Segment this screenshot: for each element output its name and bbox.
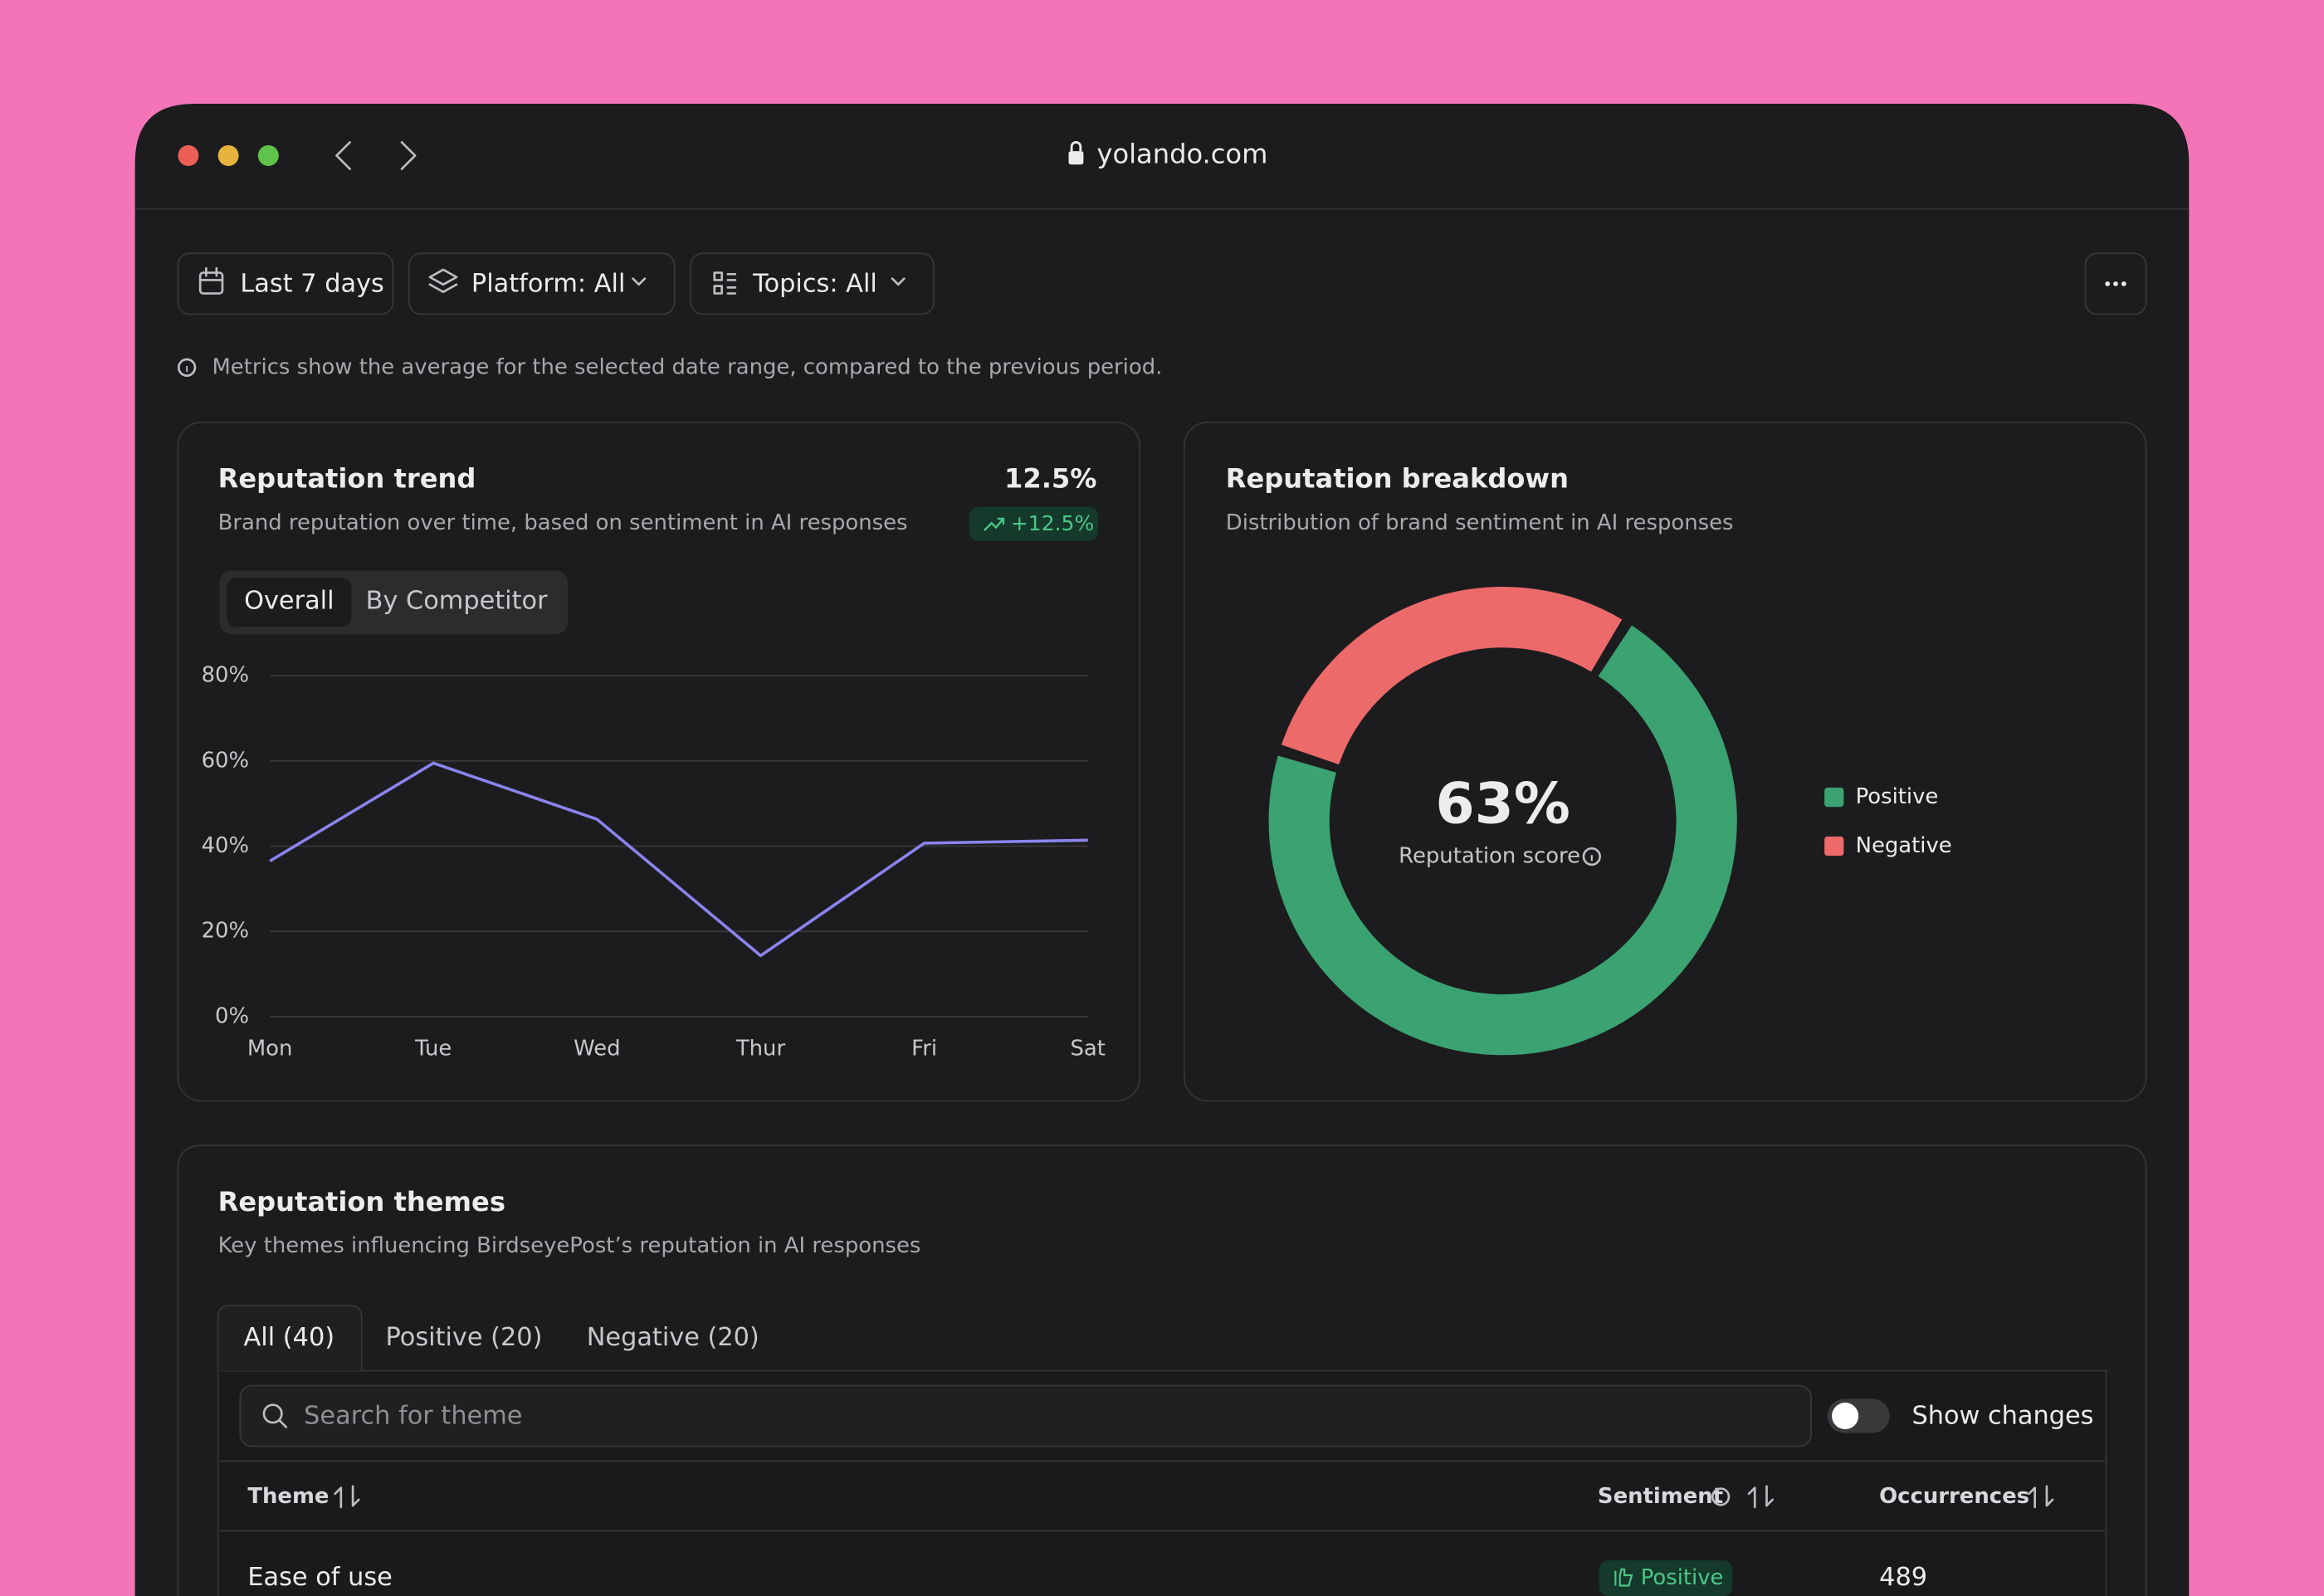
column-header[interactable]: Occurrences [1879, 1484, 2029, 1509]
y-tick-label: 40% [202, 833, 250, 858]
tab-active[interactable] [217, 1305, 363, 1371]
note: Metrics show the average for the selecte… [212, 354, 1162, 379]
x-tick-label: Sat [1071, 1037, 1106, 1062]
cell: Positive [1641, 1565, 1724, 1590]
card-title: Reputation breakdown [1226, 463, 1569, 495]
breakdown-card [1183, 421, 2147, 1102]
info-icon[interactable] [1582, 847, 1601, 866]
close-button[interactable] [178, 144, 199, 166]
topics-filter[interactable] [690, 252, 935, 315]
legend-swatch [1824, 836, 1844, 857]
help-icon [1711, 1487, 1731, 1506]
headline-value: 12.5% [1004, 463, 1096, 495]
toggle-label[interactable]: Show changes [1911, 1401, 2093, 1430]
info-icon [177, 358, 197, 377]
legend-swatch [1824, 788, 1844, 808]
lock-icon [1068, 141, 1084, 165]
layers-icon [428, 268, 458, 294]
sort-icon[interactable] [1747, 1485, 1774, 1509]
trend-up-icon [983, 517, 1005, 532]
minimize-button[interactable] [217, 144, 239, 166]
x-tick-label: Fri [911, 1037, 937, 1062]
toggle-knob [1832, 1402, 1859, 1430]
chevron-down [632, 277, 647, 286]
change-value: +12.5% [1011, 511, 1094, 535]
column-header[interactable]: Sentiment [1598, 1484, 1723, 1509]
card-title: Reputation themes [218, 1186, 505, 1218]
y-tick-label: 20% [202, 919, 250, 944]
back-button[interactable] [335, 141, 351, 170]
maximize-button[interactable] [257, 144, 279, 166]
card-title: Reputation trend [218, 463, 476, 495]
card-subtitle: Key themes influencing BirdseyePost’s re… [218, 1233, 921, 1258]
y-tick-label: 0% [215, 1003, 249, 1028]
tab-label[interactable]: Positive (20) [386, 1323, 543, 1352]
change-badge [969, 506, 1099, 541]
segment-label[interactable]: By Competitor [366, 586, 548, 615]
url[interactable]: yolando.com [1096, 138, 1267, 169]
center-label: Reputation score [1399, 844, 1580, 869]
tab-label[interactable]: Negative (20) [587, 1323, 759, 1352]
platform-filter[interactable] [408, 252, 676, 315]
trend-line [269, 761, 1088, 958]
filter-label: Last 7 days [240, 269, 383, 298]
filter-label: Platform: All [471, 269, 625, 298]
y-tick-label: 60% [202, 748, 250, 773]
x-tick-label: Wed [574, 1037, 620, 1062]
cell: Ease of use [247, 1563, 393, 1592]
date-filter[interactable] [177, 252, 394, 315]
search-placeholder: Search for theme [304, 1401, 522, 1430]
thumbs-up-icon [1614, 1568, 1633, 1587]
more-icon [2105, 281, 2126, 286]
card-subtitle: Distribution of brand sentiment in AI re… [1226, 510, 1734, 535]
x-tick-label: Thur [735, 1037, 786, 1062]
cell: 489 [1879, 1563, 1927, 1592]
donut-segment [1268, 625, 1737, 1056]
segment-active[interactable] [227, 578, 352, 627]
search-icon [262, 1403, 288, 1428]
sentiment-badge [1599, 1560, 1733, 1596]
donut-segment [1281, 587, 1623, 765]
column-header[interactable]: Theme [247, 1484, 329, 1509]
x-tick-label: Mon [247, 1037, 293, 1062]
sort-icon[interactable] [334, 1485, 360, 1509]
chevron-down [891, 277, 906, 286]
forward-button[interactable] [400, 141, 417, 170]
center-value: 63% [1435, 771, 1570, 837]
segment-label[interactable]: Overall [244, 586, 334, 615]
card-subtitle: Brand reputation over time, based on sen… [218, 510, 908, 535]
x-tick-label: Tue [414, 1037, 452, 1062]
filter-label: Topics: All [752, 269, 877, 298]
list-icon [713, 271, 737, 295]
y-tick-label: 80% [202, 663, 250, 688]
tab-label[interactable]: All (40) [244, 1323, 335, 1352]
calendar-icon [198, 266, 224, 295]
sort-icon[interactable] [2028, 1485, 2054, 1509]
legend-label: Negative [1856, 833, 1952, 858]
legend-label: Positive [1856, 784, 1939, 809]
search-input[interactable] [239, 1384, 1812, 1447]
